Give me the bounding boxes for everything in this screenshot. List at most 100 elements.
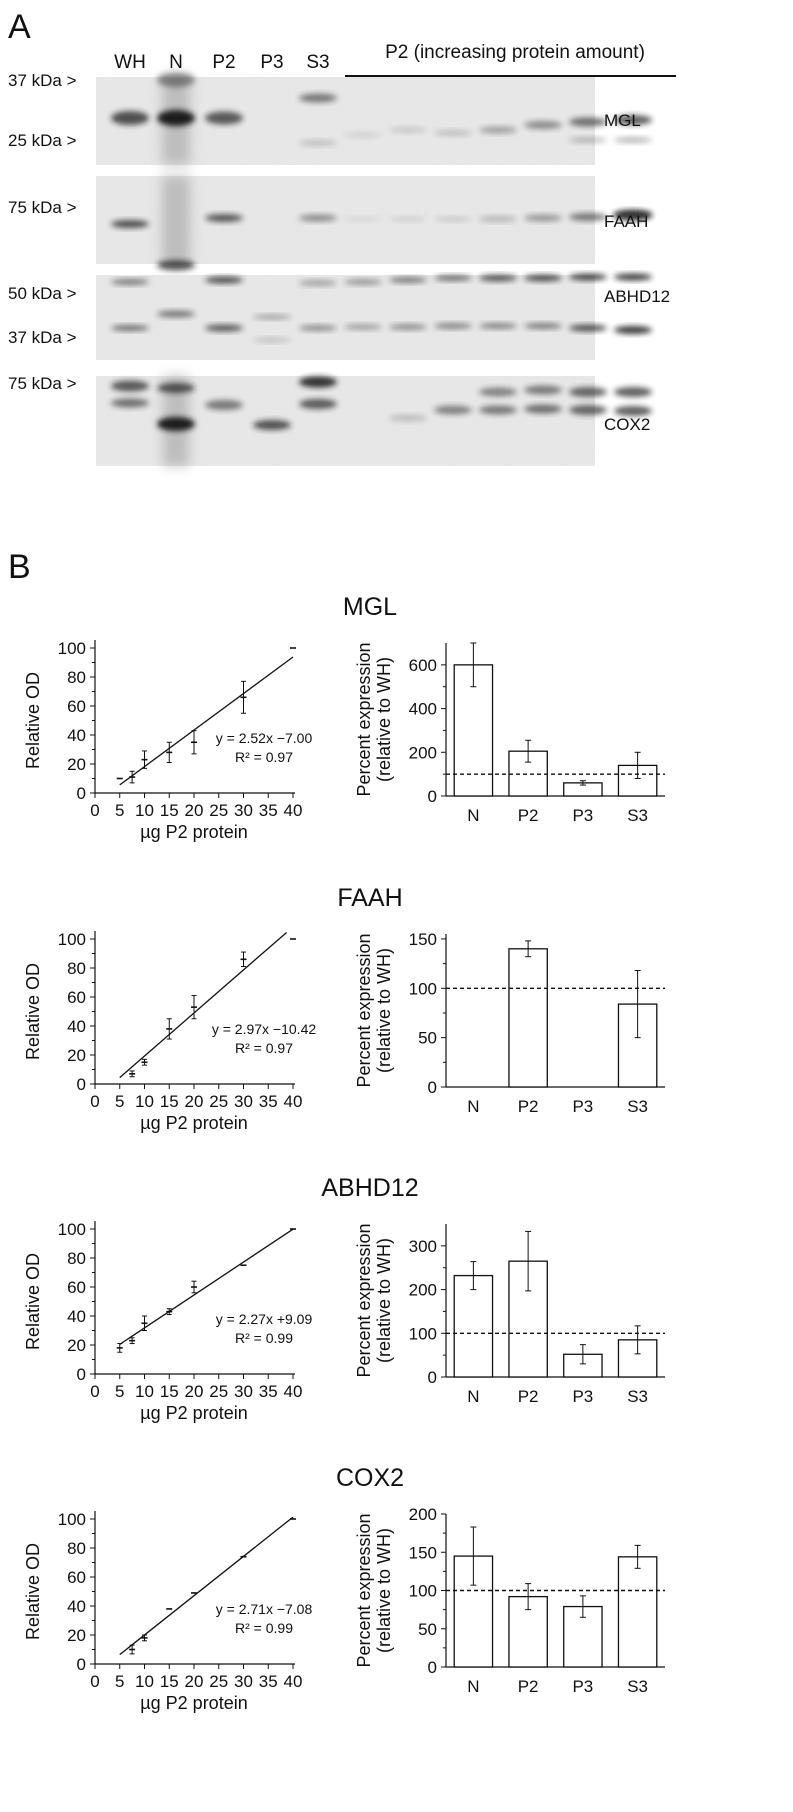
x-tick-label: 10 bbox=[135, 801, 154, 820]
y-axis-label: Relative OD bbox=[23, 672, 43, 769]
blot-band bbox=[524, 274, 562, 282]
category-label: P3 bbox=[572, 1677, 593, 1696]
y-axis-label: Relative OD bbox=[23, 1543, 43, 1640]
expression-bar-chart: 0 50 100 150 N P2 P3 S3 Percent expression (relat… bbox=[354, 930, 665, 1116]
data-point bbox=[141, 1058, 148, 1066]
blot-band bbox=[614, 137, 652, 143]
blot-band bbox=[434, 405, 472, 415]
x-tick-label: 0 bbox=[90, 1092, 99, 1111]
y-tick-label: 150 bbox=[409, 1543, 437, 1562]
category-label: S3 bbox=[627, 1097, 648, 1116]
y-tick-label: 150 bbox=[409, 930, 437, 949]
y-tick-label: 80 bbox=[67, 1539, 86, 1558]
blot-cox2: 75 kDa > COX2 bbox=[8, 374, 652, 466]
blot-band bbox=[157, 73, 195, 87]
y-tick-label: 200 bbox=[409, 1505, 437, 1524]
bar-n bbox=[453, 1274, 494, 1378]
blot-band bbox=[344, 279, 382, 285]
y-axis-label: Percent expression bbox=[354, 642, 374, 796]
category-label: P2 bbox=[518, 1097, 539, 1116]
x-tick-label: 35 bbox=[259, 1382, 278, 1401]
blot-band bbox=[389, 414, 427, 422]
blot-band bbox=[299, 140, 337, 146]
x-tick-label: 0 bbox=[90, 1382, 99, 1401]
y-tick-label: 0 bbox=[77, 784, 86, 803]
blot-band bbox=[479, 274, 517, 282]
blot-band bbox=[479, 323, 517, 329]
blot-protein-label: ABHD12 bbox=[604, 287, 670, 306]
data-point bbox=[129, 770, 136, 784]
blot-band bbox=[569, 137, 607, 143]
y-axis-label: Relative OD bbox=[23, 963, 43, 1060]
blot-band bbox=[111, 380, 149, 392]
y-tick-label: 600 bbox=[409, 656, 437, 675]
lane-label-p2: P2 bbox=[212, 52, 235, 73]
mw-marker-label: 75 kDa > bbox=[8, 374, 77, 393]
blot-band bbox=[344, 132, 382, 138]
y-tick-label: 100 bbox=[409, 1324, 437, 1343]
y-tick-label: 100 bbox=[58, 1510, 86, 1529]
y-tick-label: 40 bbox=[67, 1017, 86, 1036]
y-tick-label: 400 bbox=[409, 700, 437, 719]
y-axis-label: Percent expression bbox=[354, 933, 374, 1087]
category-label: S3 bbox=[627, 1387, 648, 1406]
chart-title: MGL bbox=[343, 593, 397, 621]
blot-band bbox=[205, 214, 243, 222]
x-tick-label: 25 bbox=[209, 1382, 228, 1401]
x-tick-label: 5 bbox=[115, 801, 124, 820]
x-tick-label: 25 bbox=[209, 801, 228, 820]
fit-r-squared: R² = 0.99 bbox=[235, 1330, 293, 1346]
x-tick-label: 25 bbox=[209, 1092, 228, 1111]
fit-r-squared: R² = 0.97 bbox=[235, 749, 293, 765]
chart-title: COX2 bbox=[336, 1464, 404, 1492]
data-point bbox=[166, 741, 173, 764]
y-tick-label: 0 bbox=[428, 787, 437, 806]
category-label: P2 bbox=[518, 1387, 539, 1406]
y-tick-label: 20 bbox=[67, 1046, 86, 1065]
blot-band bbox=[389, 127, 427, 133]
blot-band bbox=[389, 277, 427, 283]
blot-band bbox=[614, 210, 652, 220]
y-axis-label: Relative OD bbox=[23, 1253, 43, 1350]
chart-title: ABHD12 bbox=[321, 1174, 418, 1202]
blot-band bbox=[389, 216, 427, 222]
y-tick-label: 40 bbox=[67, 726, 86, 745]
fit-r-squared: R² = 0.99 bbox=[235, 1620, 293, 1636]
blot-band bbox=[479, 405, 517, 415]
data-point bbox=[116, 1343, 123, 1353]
blot-band bbox=[299, 214, 337, 222]
data-point bbox=[129, 1337, 136, 1345]
y-tick-label: 60 bbox=[67, 1278, 86, 1297]
category-label: P3 bbox=[572, 806, 593, 825]
category-label: P3 bbox=[572, 1097, 593, 1116]
blot-band bbox=[614, 273, 652, 281]
mw-marker-label: 50 kDa > bbox=[8, 284, 77, 303]
blot-band bbox=[569, 213, 607, 221]
y-tick-label: 0 bbox=[77, 1365, 86, 1384]
data-point bbox=[141, 1315, 148, 1331]
blot-band bbox=[524, 385, 562, 395]
data-point bbox=[240, 680, 247, 714]
category-label: S3 bbox=[627, 806, 648, 825]
y-axis-label: Percent expression bbox=[354, 1223, 374, 1377]
y-tick-label: 80 bbox=[67, 1249, 86, 1268]
blot-band bbox=[205, 276, 243, 284]
data-point bbox=[240, 951, 247, 968]
x-axis-label: µg P2 protein bbox=[140, 822, 247, 842]
fit-equation: y = 2.27x +9.09 bbox=[216, 1311, 313, 1327]
fit-equation: y = 2.97x −10.42 bbox=[212, 1021, 317, 1037]
x-tick-label: 0 bbox=[90, 1672, 99, 1691]
blot-band bbox=[524, 404, 562, 414]
y-tick-label: 0 bbox=[77, 1075, 86, 1094]
blot-band bbox=[569, 324, 607, 332]
x-tick-label: 40 bbox=[284, 1382, 303, 1401]
y-tick-label: 40 bbox=[67, 1307, 86, 1326]
blot-band bbox=[157, 260, 195, 270]
blot-band bbox=[569, 387, 607, 397]
lane-label-p3: P3 bbox=[260, 52, 283, 73]
category-label: P2 bbox=[518, 1677, 539, 1696]
blot-band bbox=[344, 324, 382, 330]
x-tick-label: 15 bbox=[160, 1672, 179, 1691]
